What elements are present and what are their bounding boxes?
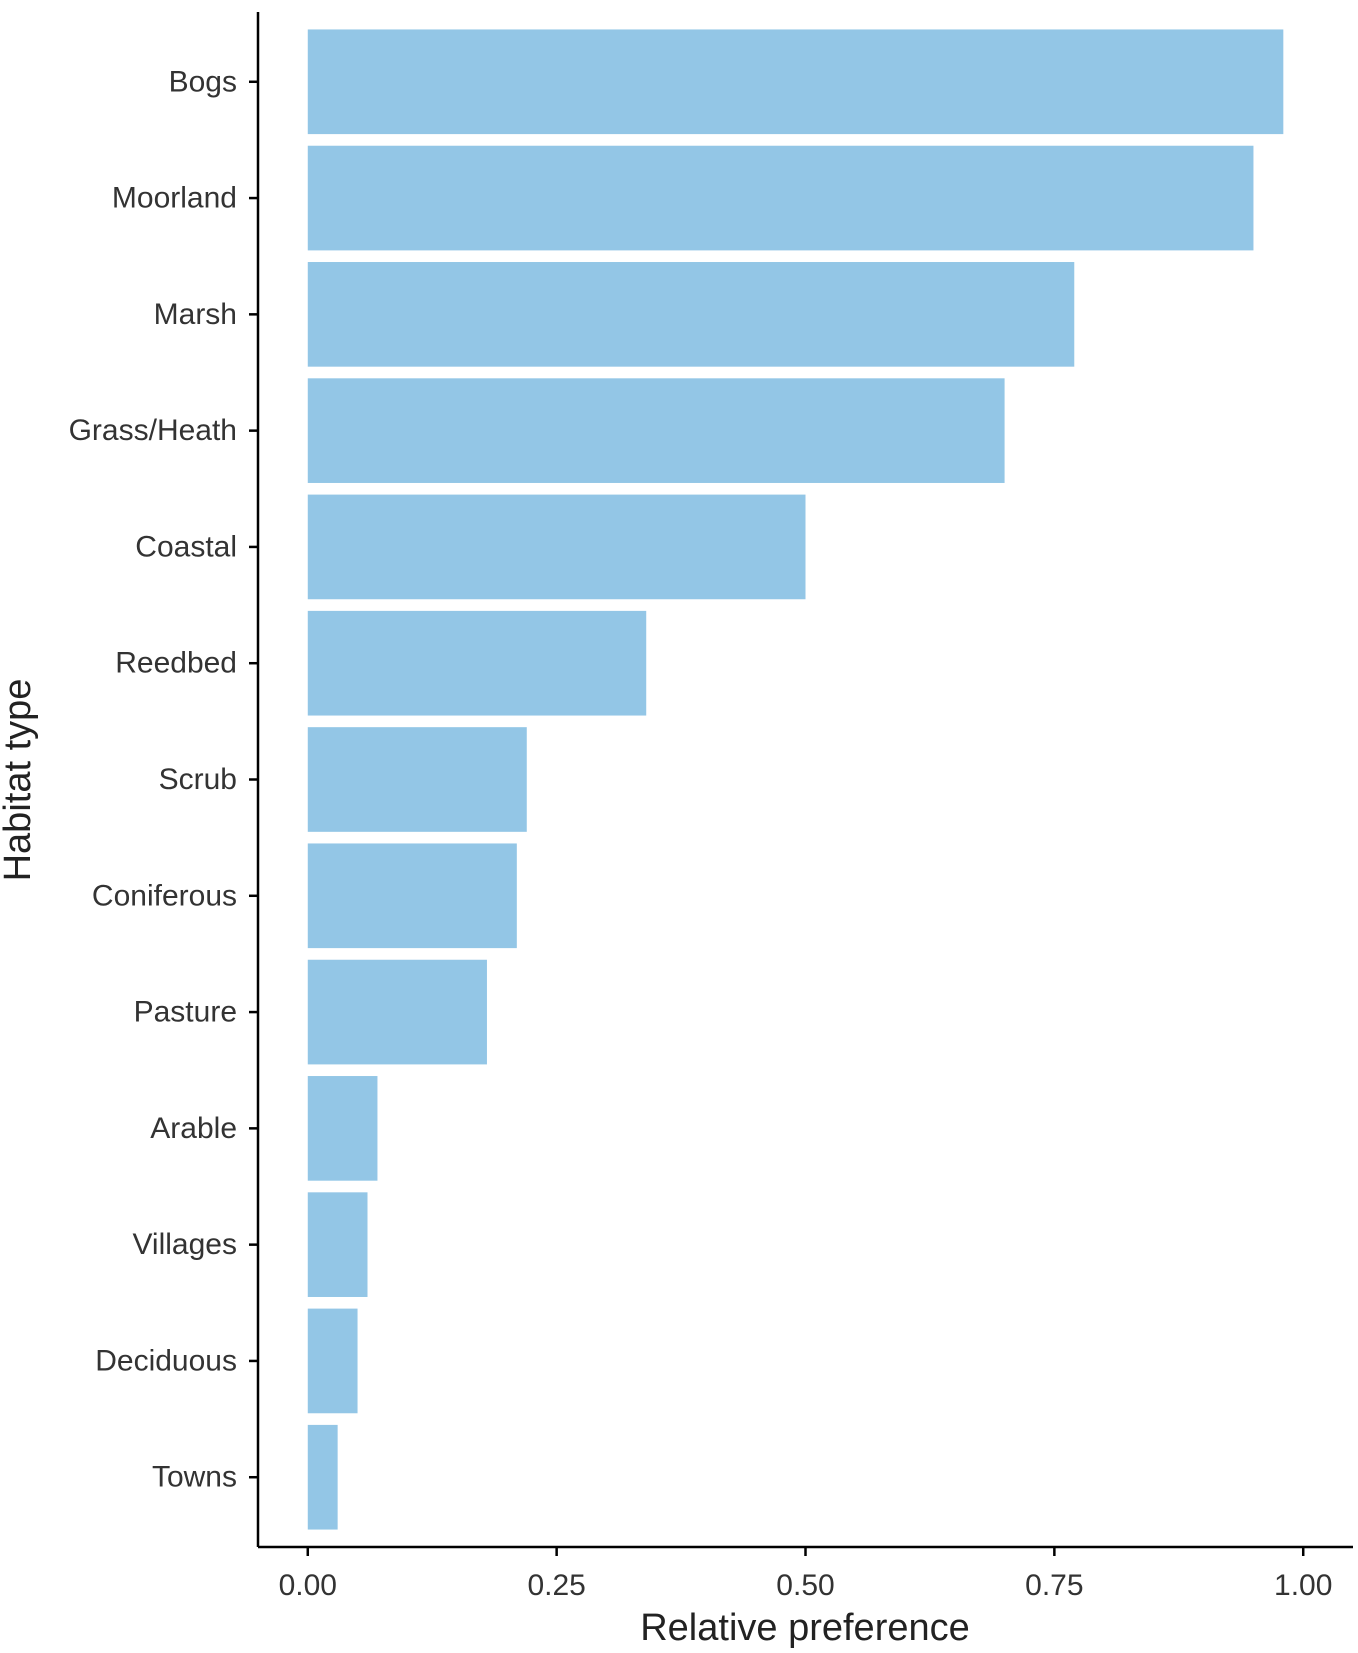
y-tick-label: Deciduous: [95, 1344, 237, 1377]
y-tick-label: Marsh: [154, 298, 237, 331]
bar-scrub: [307, 727, 527, 832]
x-axis-title: Relative preference: [640, 1607, 970, 1649]
bar-towns: [307, 1424, 338, 1530]
bar-deciduous: [307, 1308, 358, 1414]
y-axis-ticks: Bogs Moorland Marsh Grass/Heath Coastal Reedb…: [69, 65, 258, 1494]
x-tick-label: 0.75: [1025, 1569, 1083, 1602]
y-tick-label: Grass/Heath: [69, 414, 237, 447]
y-tick-label: Moorland: [112, 182, 237, 215]
x-tick-label: 1.00: [1274, 1569, 1332, 1602]
y-tick-label: Pasture: [134, 996, 237, 1029]
bar-bogs: [307, 29, 1284, 135]
bar-reedbed: [307, 610, 647, 716]
bar-coniferous: [307, 843, 517, 949]
x-axis-ticks: 0.00 0.25 0.50 0.75 1.00: [279, 1547, 1332, 1602]
y-tick-label: Coastal: [135, 530, 237, 563]
bar-coastal: [307, 494, 806, 600]
x-tick-label: 0.50: [776, 1569, 834, 1602]
bars-group: [307, 29, 1284, 1530]
bar-pasture: [307, 959, 487, 1065]
y-tick-label: Villages: [132, 1228, 237, 1261]
bar-villages: [307, 1192, 368, 1297]
y-tick-label: Reedbed: [115, 647, 237, 680]
bar-moorland: [307, 145, 1254, 251]
y-tick-label: Scrub: [159, 763, 237, 796]
y-tick-label: Coniferous: [92, 879, 237, 912]
y-tick-label: Towns: [152, 1461, 237, 1494]
bar-arable: [307, 1076, 378, 1181]
x-tick-label: 0.00: [279, 1569, 337, 1602]
x-tick-label: 0.25: [527, 1569, 585, 1602]
y-tick-label: Arable: [150, 1112, 237, 1145]
y-axis-title: Habitat type: [0, 679, 39, 882]
bar-marsh: [307, 262, 1075, 367]
y-tick-label: Bogs: [169, 65, 237, 98]
bar-grass-heath: [307, 378, 1005, 483]
